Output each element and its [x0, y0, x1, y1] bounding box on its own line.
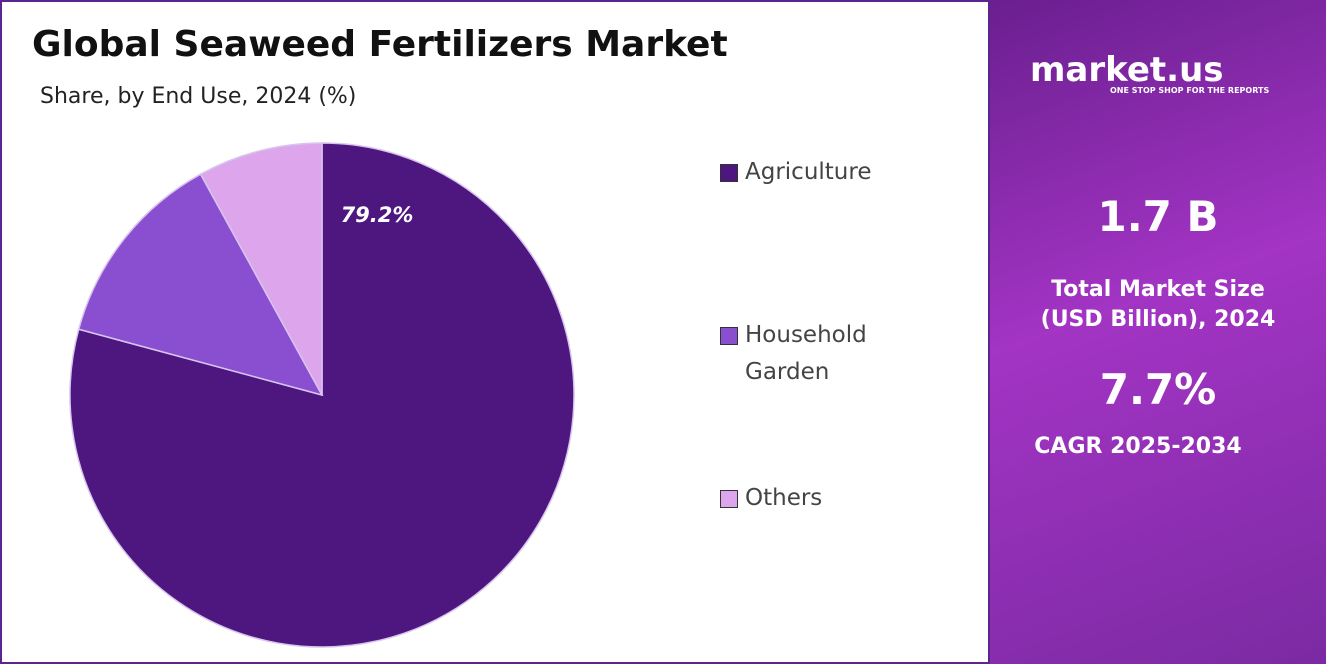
data-label: 79.2%: [341, 203, 414, 227]
logo: market.us: [1030, 50, 1224, 90]
legend-item: Agriculture: [720, 154, 900, 191]
legend-swatch: [720, 490, 738, 508]
legend-swatch: [720, 327, 738, 345]
tagline: ONE STOP SHOP FOR THE REPORTS: [1110, 86, 1270, 95]
legend-item: Others: [720, 480, 900, 517]
chart-title: Global Seaweed Fertilizers Market: [32, 24, 728, 65]
legend-label: Household Garden: [745, 322, 867, 385]
cagr: 7.7%: [1099, 365, 1217, 414]
pie-chart: 79.2%: [69, 142, 575, 648]
legend-item: Household Garden: [720, 317, 900, 391]
pie-slice: [77, 173, 324, 397]
market-size-label: Total Market Size (USD Billion), 2024: [1040, 277, 1276, 332]
chart-subtitle: Share, by End Use, 2024 (%): [40, 84, 357, 109]
cagr-label: CAGR 2025-2034: [1034, 434, 1242, 459]
legend-swatch: [720, 164, 738, 182]
legend-label: Agriculture: [745, 159, 872, 185]
pie-slice: [199, 142, 323, 396]
chart-panel: Global Seaweed Fertilizers Market Share,…: [0, 0, 990, 664]
market-size: 1.7 B: [1097, 192, 1219, 241]
side-panel: market.us ONE STOP SHOP FOR THE REPORTS …: [990, 0, 1326, 664]
legend-label: Others: [745, 485, 823, 511]
